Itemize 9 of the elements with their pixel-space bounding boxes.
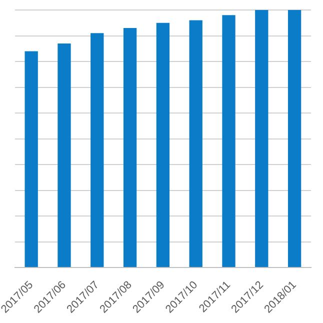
bar — [288, 10, 302, 268]
bar — [90, 33, 104, 268]
bar — [123, 28, 137, 268]
bar — [24, 51, 38, 268]
bar — [255, 10, 268, 268]
bar — [189, 20, 202, 268]
bar — [58, 43, 71, 268]
bar — [222, 15, 236, 268]
bar — [156, 22, 170, 268]
